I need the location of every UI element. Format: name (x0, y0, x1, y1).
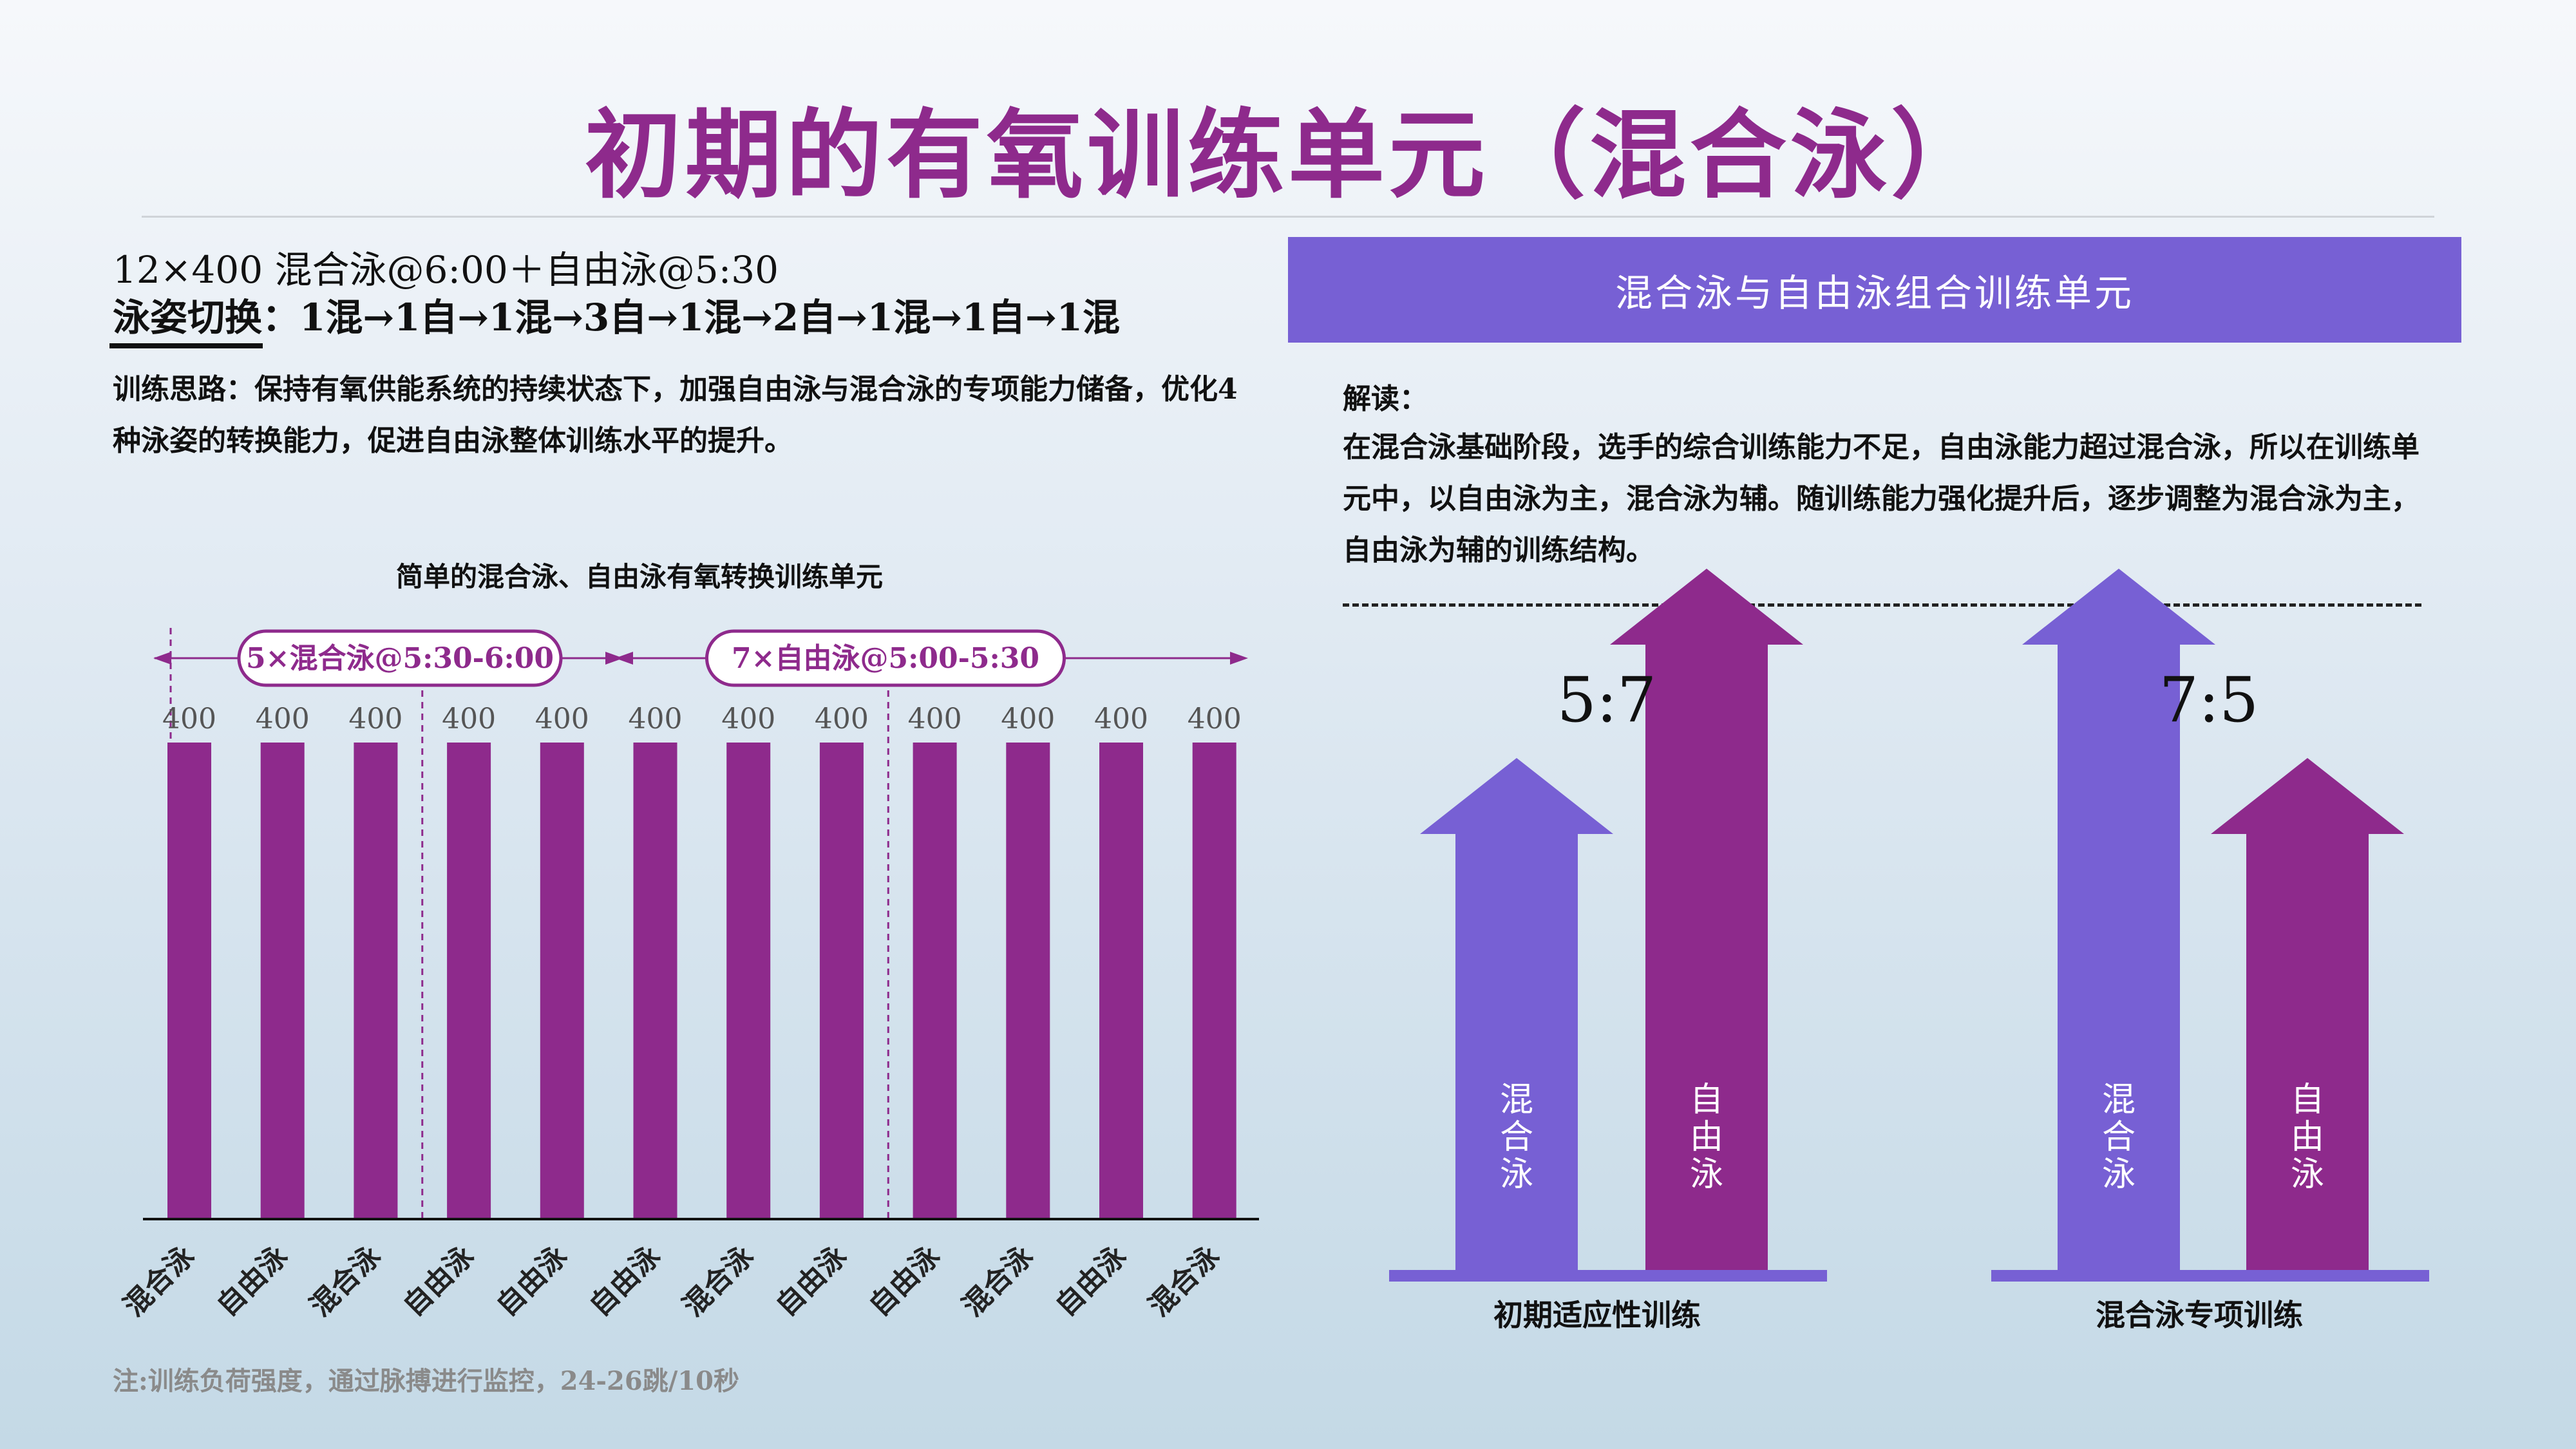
range-arrowhead (1230, 652, 1248, 665)
data-label: 400 (1001, 703, 1055, 735)
data-label: 400 (162, 703, 216, 735)
arrow-label-char: 泳 (1500, 1155, 1533, 1194)
bar (260, 743, 305, 1219)
annotation-label: 7×自由泳@5:00-5:30 (732, 642, 1039, 675)
arrow-baseline (1991, 1270, 2429, 1282)
bar (1006, 743, 1050, 1219)
annotation-label: 5×混合泳@5:30-6:00 (246, 642, 554, 675)
set-description: 12×400 混合泳@6:00＋自由泳@5:30 (113, 248, 779, 292)
arrow-label-char: 泳 (2102, 1155, 2136, 1194)
data-label: 400 (815, 703, 869, 735)
section-underline (109, 343, 263, 348)
arrow-label-char: 混 (1500, 1081, 1533, 1119)
data-label: 400 (348, 703, 402, 735)
bar (633, 743, 677, 1219)
arrow-label-char: 泳 (2291, 1155, 2324, 1194)
chart-title: 简单的混合泳、自由泳有氧转换训练单元 (396, 561, 884, 592)
up-arrow-icon (1610, 569, 1803, 1270)
data-label: 400 (629, 703, 683, 735)
data-label: 400 (908, 703, 962, 735)
interpretation-text: 在混合泳基础阶段，选手的综合训练能力不足，自由泳能力超过混合泳，所以在训练单元中… (1343, 431, 2420, 567)
bar (447, 743, 491, 1219)
data-label: 400 (442, 703, 496, 735)
training-rationale: 训练思路：保持有氧供能系统的持续状态下，加强自由泳与混合泳的专项能力储备，优化4… (113, 373, 1238, 457)
ratio-label: 7:5 (2159, 664, 2259, 736)
bar (354, 743, 398, 1219)
annotation-pill (237, 629, 563, 687)
ratio-caption: 初期适应性训练 (1493, 1298, 1701, 1332)
arrow-baseline (1389, 1270, 1827, 1282)
annotation-pill (705, 629, 1066, 687)
title-divider (142, 216, 2434, 218)
stroke-switch-sequence: 泳姿切换：1混→1自→1混→3自→1混→2自→1混→1自→1混 (113, 296, 1120, 339)
section-banner: 混合泳与自由泳组合训练单元 (1288, 237, 2461, 343)
arrow-label-char: 由 (2291, 1118, 2324, 1157)
arrow-label-char: 混 (2102, 1081, 2136, 1119)
arrow-label-char: 泳 (1690, 1155, 1723, 1194)
footnote: 注:训练负荷强度，通过脉搏进行监控，24-26跳/10秒 (113, 1366, 739, 1396)
ratio-caption: 混合泳专项训练 (2096, 1298, 2303, 1332)
range-arrowhead (605, 652, 623, 665)
bar (540, 743, 584, 1219)
data-label: 400 (721, 703, 775, 735)
bar (819, 743, 864, 1219)
range-arrowhead (153, 652, 171, 665)
up-arrow-icon (2211, 758, 2404, 1270)
bar (1099, 743, 1143, 1219)
page-title: 初期的有氧训练单元（混合泳） (584, 99, 1991, 212)
up-arrow-icon (2022, 569, 2215, 1270)
arrow-label-char: 由 (1690, 1118, 1723, 1157)
up-arrow-icon (1420, 758, 1613, 1270)
interpretation-label: 解读： (1343, 383, 1428, 415)
data-label: 400 (1188, 703, 1242, 735)
arrow-label-char: 自 (1690, 1081, 1723, 1119)
ratio-label: 5:7 (1557, 664, 1657, 736)
bar (167, 743, 211, 1219)
arrow-label-char: 合 (1500, 1118, 1533, 1157)
data-label: 400 (1094, 703, 1148, 735)
bar (1192, 743, 1236, 1219)
range-arrowhead (615, 652, 633, 665)
arrow-label-char: 合 (2102, 1118, 2136, 1157)
bar (913, 743, 957, 1219)
arrow-label-char: 自 (2291, 1081, 2324, 1119)
data-label: 400 (535, 703, 589, 735)
data-label: 400 (256, 703, 310, 735)
bar (726, 743, 771, 1219)
dashed-divider (1343, 603, 2421, 607)
